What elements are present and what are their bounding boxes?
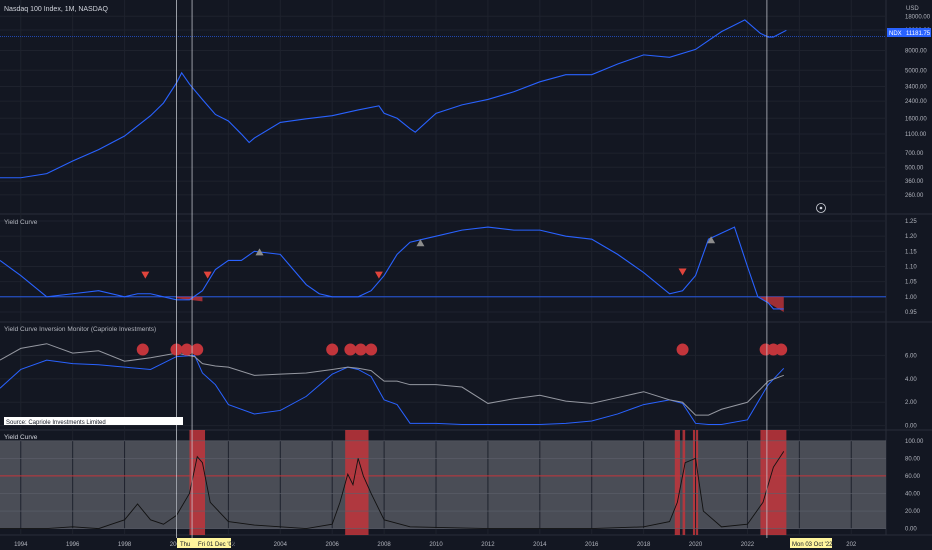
signal-dot-8: [676, 343, 689, 356]
price-tag-symbol: NDX: [889, 31, 902, 37]
x-tick-1998: 1998: [118, 542, 132, 548]
signal-dot-3: [191, 343, 204, 356]
probability-line: [0, 451, 785, 530]
x-tick-2018: 2018: [637, 542, 651, 548]
x-tick-2010: 2010: [429, 542, 443, 548]
marker-up-0: [255, 248, 264, 256]
x-tick-2008: 2008: [377, 542, 391, 548]
y-tick-p1-10: 360.00: [905, 179, 924, 185]
inversion-fill-0: [176, 296, 203, 302]
signal-dot-7: [365, 343, 378, 356]
x-tick-2006: 2006: [326, 542, 340, 548]
signal-dot-6: [354, 343, 367, 356]
main-title: Nasdaq 100 Index, 1M, NASDAQ: [4, 6, 108, 13]
signal-dot-11: [775, 343, 788, 356]
inversion-fill-1: [760, 296, 784, 312]
y-tick-p2-5: 1.00: [905, 295, 917, 301]
marker-down-2: [374, 271, 383, 279]
y-tick-p2-1: 1.20: [905, 234, 917, 240]
y-tick-p4-5: 0.00: [905, 527, 917, 533]
yield-curve-line: [0, 226, 784, 310]
y-tick-p3-0: 6.00: [905, 353, 917, 359]
y-tick-p3-1: 4.00: [905, 377, 917, 383]
x-tick-2012: 2012: [481, 542, 495, 548]
signal-dot-0: [136, 343, 149, 356]
x-tick-202: 202: [846, 542, 857, 548]
x-tick-2004: 2004: [274, 542, 288, 548]
source-note: Source: Capriole Investments Limited: [4, 417, 183, 426]
x-tick-1994: 1994: [14, 542, 28, 548]
cursor-label-dec-00: Fri 01 Dec '00: [197, 538, 236, 548]
y-tick-p1-0: 18000.00: [905, 14, 931, 20]
marker-down-1: [203, 271, 212, 279]
highlight-range-1: [345, 430, 369, 535]
y-tick-p4-0: 100.00: [905, 439, 924, 445]
y-tick-p1-7: 1100.00: [905, 132, 927, 138]
y-tick-p1-4: 3400.00: [905, 85, 927, 91]
marker-down-3: [678, 268, 687, 276]
svg-text:Mon 03 Oct '22: Mon 03 Oct '22: [792, 542, 833, 548]
highlight-range-0: [189, 430, 206, 535]
signal-dot-2: [180, 343, 193, 356]
highlight-range-3: [682, 430, 686, 535]
signal-dot-4: [326, 343, 339, 356]
price-tag: NDX 11181.75: [887, 28, 931, 37]
x-tick-2020: 2020: [689, 542, 703, 548]
signal-dot-5: [344, 343, 357, 356]
y-tick-p2-3: 1.10: [905, 264, 917, 270]
x-tick-1996: 1996: [66, 542, 80, 548]
y-tick-p2-0: 1.25: [905, 219, 917, 225]
y-tick-p2-6: 0.95: [905, 310, 917, 316]
pane3-title: Yield Curve Inversion Monitor (Capriole …: [4, 326, 156, 333]
lower-band-bg: [0, 440, 886, 529]
y-tick-p1-9: 500.00: [905, 165, 924, 171]
marker-up-1: [416, 239, 425, 247]
svg-text:Fri 01 Dec '00: Fri 01 Dec '00: [198, 542, 236, 548]
source-note-text: Source: Capriole Investments Limited: [6, 420, 106, 426]
currency-label: USD: [906, 6, 919, 12]
price-tag-value: 11181.75: [906, 31, 931, 37]
price-line: [0, 19, 787, 179]
y-tick-p4-2: 60.00: [905, 474, 921, 480]
y-tick-p1-5: 2400.00: [905, 99, 927, 105]
highlight-range-5: [760, 430, 787, 535]
x-tick-2016: 2016: [585, 542, 599, 548]
y-tick-p1-3: 5000.00: [905, 68, 927, 74]
y-tick-p2-2: 1.15: [905, 249, 917, 255]
y-tick-p1-2: 8000.00: [905, 48, 927, 54]
y-tick-p4-3: 40.00: [905, 491, 921, 497]
y-tick-p1-11: 260.00: [905, 193, 924, 199]
gear-icon[interactable]: [816, 203, 826, 213]
x-tick-2000: 2000: [170, 542, 184, 548]
pane4-title: Yield Curve: [4, 434, 38, 441]
y-tick-p3-2: 2.00: [905, 400, 917, 406]
cursor-label-thu: Thu: [177, 538, 199, 548]
monitor-grey-line: [0, 343, 784, 416]
marker-up-2: [707, 236, 716, 244]
x-tick-2014: 2014: [533, 542, 547, 548]
cursor-label-oct-22: Mon 03 Oct '22: [790, 538, 833, 548]
highlight-range-2: [674, 430, 680, 535]
y-tick-p1-6: 1600.00: [905, 116, 927, 122]
monitor-blue-line: [0, 354, 785, 425]
y-tick-p4-4: 20.00: [905, 509, 921, 515]
y-tick-p3-3: 0.00: [905, 424, 917, 430]
svg-text:Thu: Thu: [180, 542, 190, 548]
y-tick-p1-8: 700.00: [905, 151, 924, 157]
y-tick-p4-1: 80.00: [905, 456, 921, 462]
y-tick-p2-4: 1.05: [905, 280, 917, 286]
marker-down-0: [141, 271, 150, 279]
x-tick-2022: 2022: [741, 542, 755, 548]
pane2-title: Yield Curve: [4, 219, 38, 226]
